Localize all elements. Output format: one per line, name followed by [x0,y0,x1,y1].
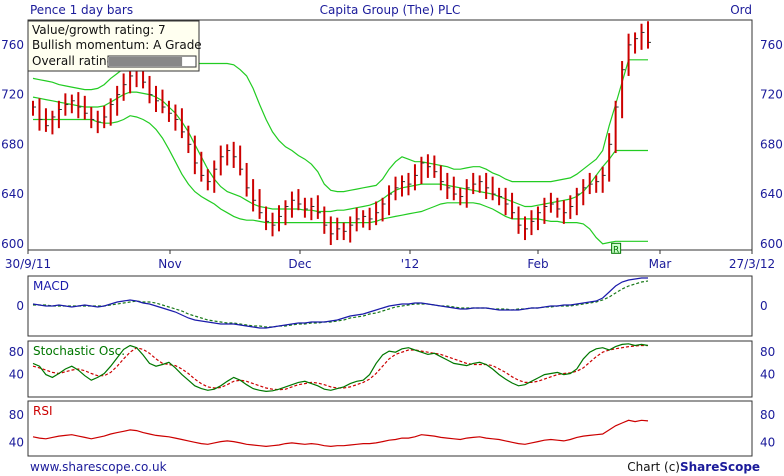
xtick-label: Mar [649,257,672,271]
r-marker [611,242,622,254]
price-ytick-left: 640 [1,187,24,201]
macd-ytick-right: 0 [760,299,768,313]
price-ytick-right: 680 [760,137,783,151]
rsi-ytick-right: 40 [760,435,775,449]
xtick-label: '12 [401,257,420,271]
price-ytick-left: 600 [1,237,24,251]
stochastic-k-line [32,343,649,393]
rsi-line: 80 80 40 40 [9,408,776,450]
price-ytick-left: 680 [1,137,24,151]
footer-copyright: Chart (c) [627,460,680,474]
rsi-label: RSI [33,404,53,418]
xtick-label: 30/9/11 [5,257,51,271]
xtick-label: Nov [158,257,181,271]
rsi-ytick-right: 80 [760,408,775,422]
header-left: Pence 1 day bars [30,3,133,17]
overall-rating-fill [109,57,183,66]
xtick-label: Dec [288,257,311,271]
rsi-ytick-left: 80 [9,408,24,422]
price-axes: 600 600 640 640 680 680 720 720 760 760 [1,38,783,251]
stochastic-d-line [32,344,648,391]
macd-signal-line [33,280,649,328]
price-ytick-right: 720 [760,88,783,102]
macd-line [32,277,648,329]
bollinger-bands [32,59,648,245]
rsi-panel [27,400,753,457]
stochastic-ytick-left: 80 [9,345,24,359]
price-ytick-right: 640 [760,187,783,201]
stochastic-lines: 80 80 40 40 [9,343,775,393]
xtick-label: 27/3/12 [729,257,775,271]
macd-ytick-left: 0 [16,299,24,313]
value-growth-rating: Value/growth rating: 7 [32,23,166,37]
footer-brand: ShareScope [680,460,760,474]
info-box: Value/growth rating: 7 Bullish momentum:… [27,20,202,72]
lower-band-line [33,115,648,245]
x-axis: 30/9/11 Nov Dec '12 Feb Mar 27/3/12 [5,250,775,271]
stochastic-label: Stochastic Osc. [33,344,125,358]
rsi-ytick-left: 40 [9,435,24,449]
header-right: Ord [730,3,752,17]
price-ytick-right: 600 [760,237,783,251]
stochastic-panel [27,340,753,398]
bullish-momentum: Bullish momentum: A Grade [32,38,202,52]
chart-title: Capita Group (The) PLC [320,3,461,17]
price-ytick-left: 720 [1,88,24,102]
stochastic-ytick-right: 40 [760,368,775,382]
price-panel [27,19,753,251]
stochastic-ytick-left: 40 [9,368,24,382]
xtick-label: Feb [527,257,548,271]
overall-rating-label: Overall rating [32,54,114,68]
price-ytick-right: 760 [760,38,783,52]
footer-url[interactable]: www.sharescope.co.uk [30,460,167,474]
price-bars: R [32,21,651,255]
rsi-line [32,419,649,448]
middle-band-line [32,91,648,213]
macd-label: MACD [33,279,69,293]
upper-band-line [32,59,648,193]
r-marker-label: R [613,245,619,255]
stochastic-ytick-right: 80 [760,345,775,359]
price-ytick-left: 760 [1,38,24,52]
macd-panel [27,275,753,337]
